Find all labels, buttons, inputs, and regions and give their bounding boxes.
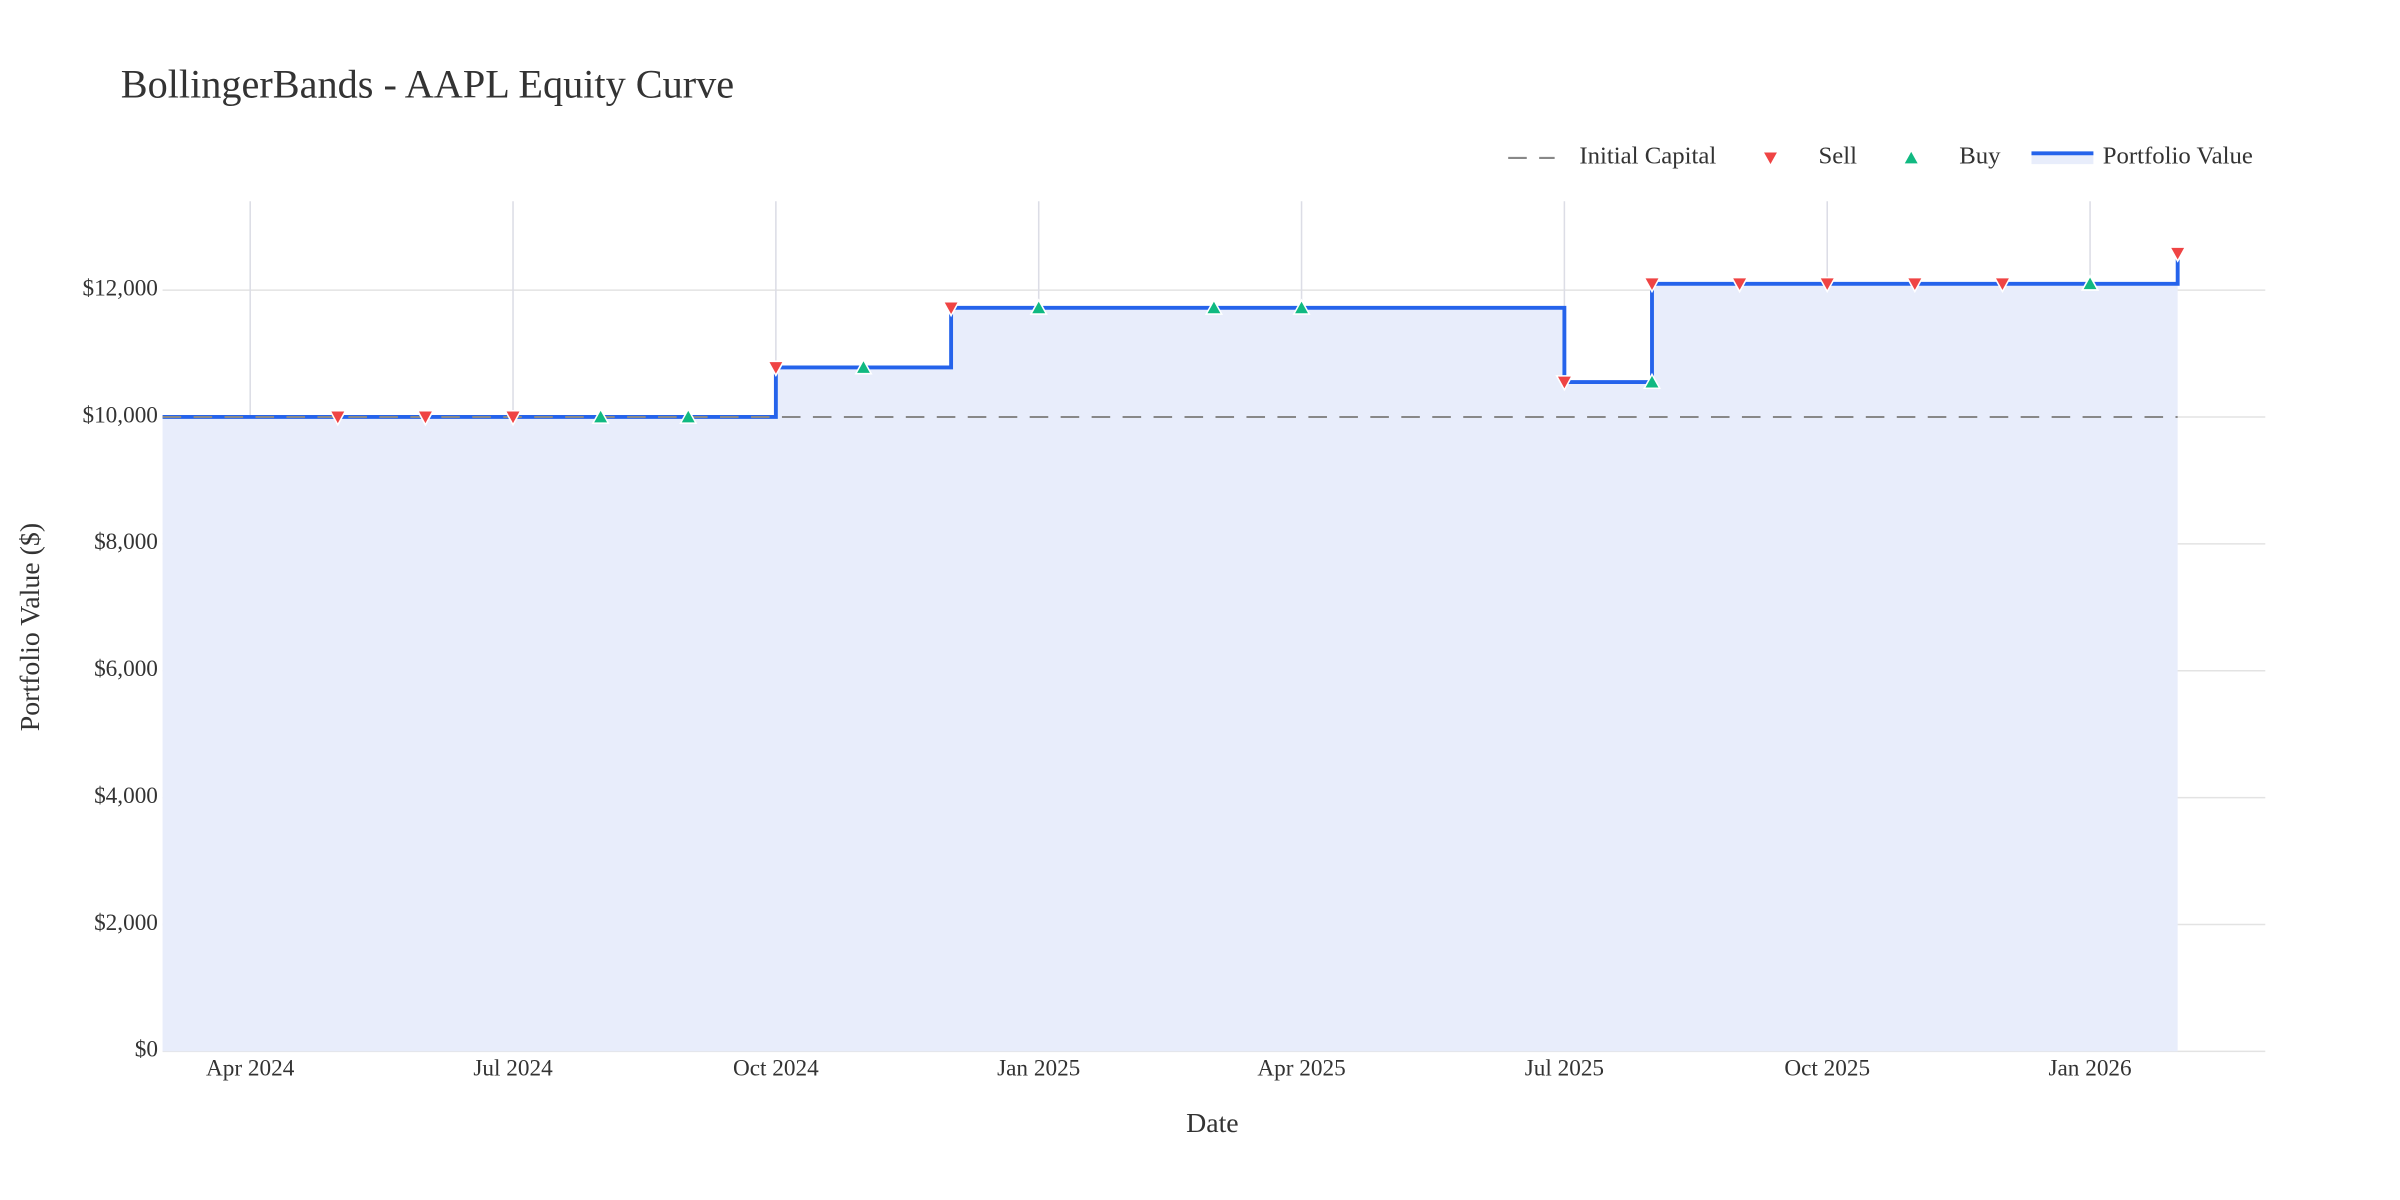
sell-marker bbox=[1818, 276, 1837, 294]
x-tick-label: Oct 2024 bbox=[733, 1055, 819, 1081]
legend-item: Portfolio Value bbox=[2031, 143, 2253, 170]
legend-item: Initial Capital bbox=[1508, 143, 1716, 170]
legend-symbol bbox=[1761, 150, 1780, 168]
plot-area bbox=[162, 253, 2180, 1052]
legend-swatch bbox=[1761, 150, 1780, 168]
sell-marker bbox=[766, 360, 785, 377]
sell-marker bbox=[328, 410, 347, 427]
chart-title: BollingerBands - AAPL Equity Curve bbox=[121, 61, 734, 106]
sell-marker bbox=[416, 410, 435, 427]
legend-item: Buy bbox=[1902, 143, 2001, 170]
sell-marker bbox=[2168, 246, 2187, 263]
y-tick-label: $4,000 bbox=[94, 783, 158, 809]
x-tick-label: Jul 2024 bbox=[473, 1055, 553, 1081]
x-tick-label: Jul 2025 bbox=[1525, 1055, 1604, 1081]
y-tick-label: $12,000 bbox=[82, 275, 157, 301]
y-axis-title: Portfolio Value ($) bbox=[15, 523, 46, 731]
buy-marker bbox=[1204, 298, 1223, 315]
x-axis-title: Date bbox=[1186, 1108, 1239, 1139]
y-tick-label: $6,000 bbox=[94, 656, 158, 682]
buy-marker bbox=[679, 407, 698, 424]
y-tick-label: $2,000 bbox=[94, 910, 158, 936]
buy-marker bbox=[1292, 298, 1311, 315]
sell-marker bbox=[503, 410, 523, 427]
legend-symbol bbox=[1902, 148, 1921, 165]
sell-marker bbox=[1555, 375, 1574, 392]
sell-marker bbox=[942, 300, 961, 318]
legend-label: Sell bbox=[1818, 143, 1857, 170]
sell-marker bbox=[1905, 276, 1924, 294]
legend: Initial Capital Sell Buy Portfolio Value bbox=[1508, 143, 2253, 170]
legend-item: Sell bbox=[1761, 143, 1857, 170]
legend-label: Portfolio Value bbox=[2103, 143, 2253, 170]
buy-marker bbox=[1029, 298, 1048, 315]
legend-symbol bbox=[2031, 151, 2094, 165]
sell-marker bbox=[1993, 276, 2012, 294]
legend-swatch bbox=[1902, 148, 1921, 165]
buy-marker bbox=[591, 407, 610, 424]
buy-marker bbox=[1642, 372, 1662, 390]
buy-marker bbox=[854, 358, 873, 375]
y-tick-label: $8,000 bbox=[94, 529, 158, 555]
y-tick-label: $10,000 bbox=[82, 402, 157, 428]
x-tick-label: Jan 2026 bbox=[2048, 1055, 2131, 1081]
legend-label: Initial Capital bbox=[1579, 143, 1716, 170]
y-tick-label: $0 bbox=[135, 1037, 158, 1063]
buy-marker bbox=[2081, 274, 2100, 291]
legend-label: Buy bbox=[1959, 143, 2001, 170]
x-tick-label: Jan 2025 bbox=[997, 1055, 1080, 1081]
x-tick-label: Oct 2025 bbox=[1784, 1055, 1870, 1081]
x-tick-label: Apr 2025 bbox=[1257, 1055, 1345, 1081]
x-tick-label: Apr 2024 bbox=[206, 1055, 295, 1081]
area bbox=[162, 253, 2178, 1052]
sell-marker bbox=[1730, 276, 1749, 294]
sell-marker bbox=[1642, 276, 1662, 294]
